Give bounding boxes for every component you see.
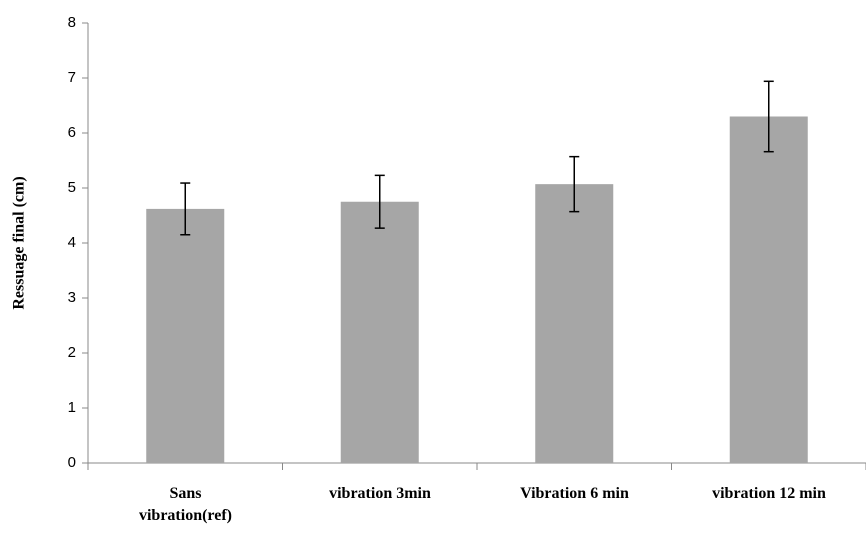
bar xyxy=(340,201,419,463)
bar xyxy=(535,184,614,463)
y-tick-label: 0 xyxy=(68,454,76,471)
y-tick-label: 5 xyxy=(68,179,76,196)
x-tick-label: vibration 12 min xyxy=(712,485,826,502)
x-tick-label: Sans vibration(ref) xyxy=(138,485,232,524)
error-bar xyxy=(180,182,191,236)
y-tick-label: 1 xyxy=(68,399,76,416)
error-bar xyxy=(569,155,580,213)
error-bar xyxy=(374,174,385,229)
y-tick-label: 2 xyxy=(68,344,76,361)
y-tick-label: 7 xyxy=(68,69,76,86)
error-bar xyxy=(763,80,774,153)
y-tick-label: 4 xyxy=(68,234,76,251)
y-tick-label: 6 xyxy=(68,124,76,141)
x-tick-label: Vibration 6 min xyxy=(520,485,629,502)
y-tick-label: 8 xyxy=(68,14,76,31)
bar xyxy=(729,116,808,463)
bar xyxy=(146,208,225,463)
y-tick-label: 3 xyxy=(68,289,76,306)
y-axis-label: Ressuage final (cm) xyxy=(11,176,28,309)
x-tick-label: vibration 3min xyxy=(329,485,431,502)
